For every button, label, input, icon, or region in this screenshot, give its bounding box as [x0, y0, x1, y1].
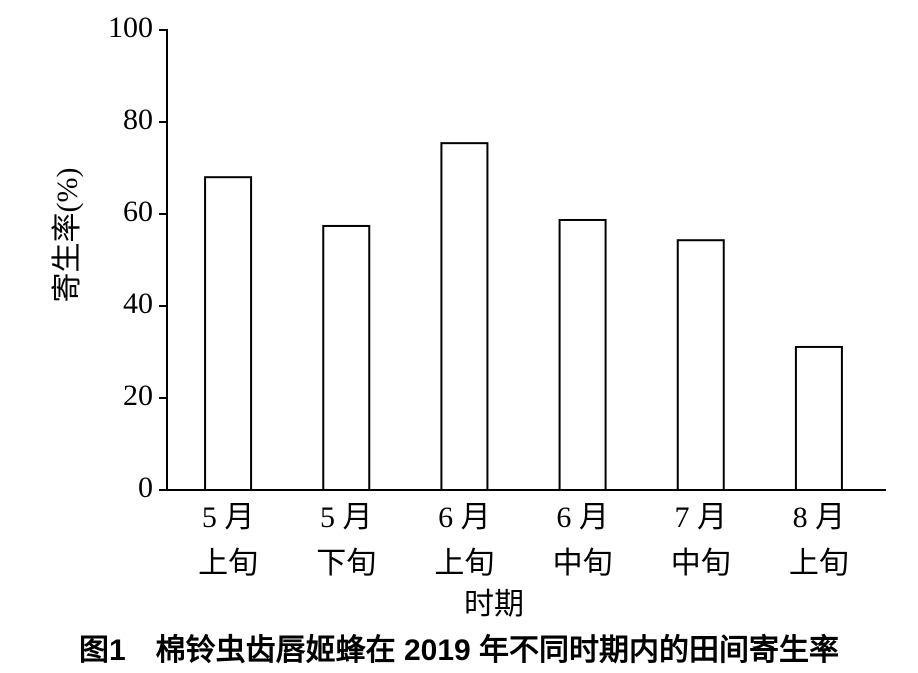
bar [794, 345, 843, 491]
y-tick-label: 40 [123, 287, 153, 320]
x-tick-label: 中旬 [553, 547, 613, 580]
x-tick-label: 5 月 [320, 501, 373, 534]
chart-title: 图1 棉铃虫齿唇姬蜂在 2019 年不同时期内的田间寄生率 [79, 633, 839, 667]
y-tick-label: 0 [138, 471, 153, 504]
bar [204, 176, 253, 491]
y-tick-label: 100 [108, 11, 153, 44]
bar [558, 218, 607, 491]
x-tick-label: 中旬 [671, 547, 731, 580]
x-tick-label: 上旬 [434, 547, 494, 580]
x-tick-label: 8 月 [793, 501, 846, 534]
y-tick-label: 80 [123, 103, 153, 136]
x-tick-label: 6 月 [438, 501, 491, 534]
bar [676, 239, 725, 491]
x-tick-label: 7 月 [675, 501, 728, 534]
y-tick-label: 60 [123, 195, 153, 228]
x-tick-label: 5 月 [202, 501, 255, 534]
x-axis-label: 时期 [464, 588, 524, 621]
x-tick-label: 上旬 [198, 547, 258, 580]
bar [322, 224, 371, 492]
x-tick-label: 上旬 [789, 547, 849, 580]
y-axis-label: 寄生率(%) [51, 168, 84, 303]
x-tick-label: 6 月 [556, 501, 609, 534]
bar [440, 142, 489, 491]
y-tick-label: 20 [123, 379, 153, 412]
x-tick-label: 下旬 [316, 547, 376, 580]
